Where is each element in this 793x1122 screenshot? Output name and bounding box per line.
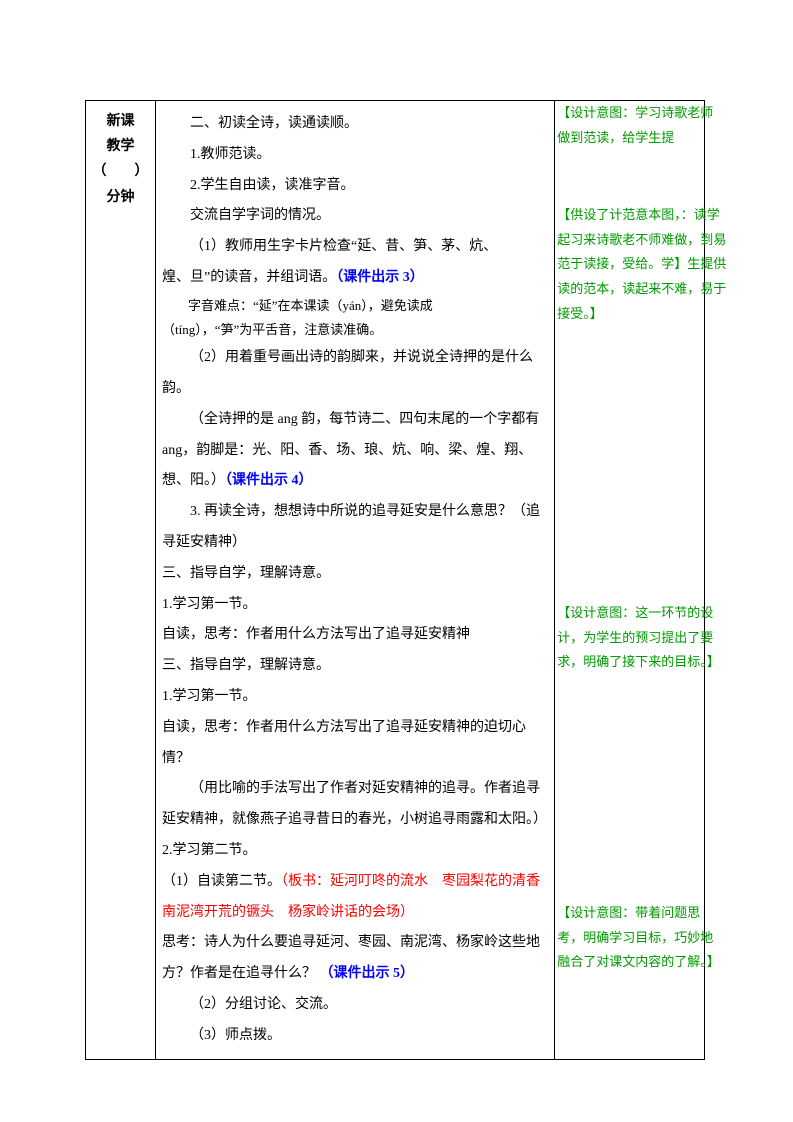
content-p8-text: （全诗押的是 ang 韵，每节诗二、四句末尾的一个字都有 ang，韵脚是：光、阳… <box>162 412 539 489</box>
content-p12r: 自读，思考：作者用什么方法写出了追寻延安精神的迫切心情？ <box>162 713 548 775</box>
content-p11: 1.学习第一节。 <box>162 590 548 621</box>
content-p14: 2.学习第二节。 <box>162 836 548 867</box>
content-p16: 思考：诗人为什么要追寻延河、枣园、南泥湾、杨家岭这些地方？作者是在追寻什么？ （… <box>162 928 548 990</box>
stage-line-2: 教学 <box>92 134 149 159</box>
stage-line-4: 分钟 <box>92 185 149 210</box>
content-cell: 二、初读全诗，读通读顺。 1.教师范读。 2.学生自由读，读准字音。 交流自学字… <box>155 101 554 1060</box>
design-intent-1-overlap: 【供设了计范意本图，：读学起习来诗歌老不师难做，到易范于读接，受给。学】生提供读… <box>557 203 732 326</box>
stage-line-3: （ ） <box>92 159 149 184</box>
content-p13: （用比喻的手法写出了作者对延安精神的追寻。作者追寻延安精神，就像燕子追寻昔日的春… <box>162 774 548 836</box>
courseware-ref-3: （课件出示 3） <box>336 270 424 285</box>
content-p2: 1.教师范读。 <box>162 140 548 171</box>
design-intent-2: 【设计意图：这一环节的设计，为学生的预习提出了要求，明确了接下来的目标。】 <box>557 601 722 675</box>
content-p1: 二、初读全诗，读通读顺。 <box>162 109 548 140</box>
content-p17: （2）分组讨论、交流。 <box>162 990 548 1021</box>
content-p8: （全诗押的是 ang 韵，每节诗二、四句末尾的一个字都有 ang，韵脚是：光、阳… <box>162 405 548 497</box>
design-intent-1: 【设计意图：学习诗歌老师做到范读，给学生提 <box>557 101 722 150</box>
content-p12: 自读，思考：作者用什么方法写出了追寻延安精神 <box>162 620 548 651</box>
content-p5a: （1）教师用生字卡片检查“延、昔、笋、茅、炕、 <box>162 232 548 263</box>
courseware-ref-4: （课件出示 4） <box>225 473 313 488</box>
content-p7: （2）用着重号画出诗的韵脚来，并说说全诗押的是什么韵。 <box>162 343 548 405</box>
content-p6b: （tíng），“笋”为平舌音，注意读准确。 <box>162 318 548 343</box>
stage-cell: 新课 教学 （ ） 分钟 <box>86 101 156 1060</box>
content-p5b-text: 煌、旦”的读音，并组词语。 <box>162 270 336 285</box>
design-intent-3: 【设计意图：带着问题思考，明确学习目标，巧妙地融合了对课文内容的了解。】 <box>557 901 722 975</box>
content-p5b: 煌、旦”的读音，并组词语。（课件出示 3） <box>162 263 548 294</box>
content-p10r: 三、指导自学，理解诗意。 <box>162 651 548 682</box>
courseware-ref-5: （课件出示 5） <box>319 966 414 981</box>
stage-line-1: 新课 <box>92 109 149 134</box>
content-p11r: 1.学习第一节。 <box>162 682 548 713</box>
lesson-plan-table: 新课 教学 （ ） 分钟 二、初读全诗，读通读顺。 1.教师范读。 2.学生自由… <box>85 100 705 1060</box>
content-p18: （3）师点拨。 <box>162 1021 548 1052</box>
content-p9: 3. 再读全诗，想想诗中所说的追寻延安是什么意思？（追寻延安精神） <box>162 497 548 559</box>
content-p15: （1）自读第二节。（板书：延河叮咚的流水 枣园梨花的清香 南泥湾开荒的镢头 杨家… <box>162 867 548 929</box>
content-p6a: 字音难点：“延”在本课读（yán），避免读成 <box>162 294 548 319</box>
page-container: 新课 教学 （ ） 分钟 二、初读全诗，读通读顺。 1.教师范读。 2.学生自由… <box>85 100 705 1060</box>
content-p3: 2.学生自由读，读准字音。 <box>162 171 548 202</box>
content-p10: 三、指导自学，理解诗意。 <box>162 559 548 590</box>
content-p15-text: （1）自读第二节。 <box>162 874 281 889</box>
intent-cell: 【设计意图：学习诗歌老师做到范读，给学生提 【供设了计范意本图，：读学起习来诗歌… <box>555 101 705 1060</box>
content-p4: 交流自学字词的情况。 <box>162 201 548 232</box>
